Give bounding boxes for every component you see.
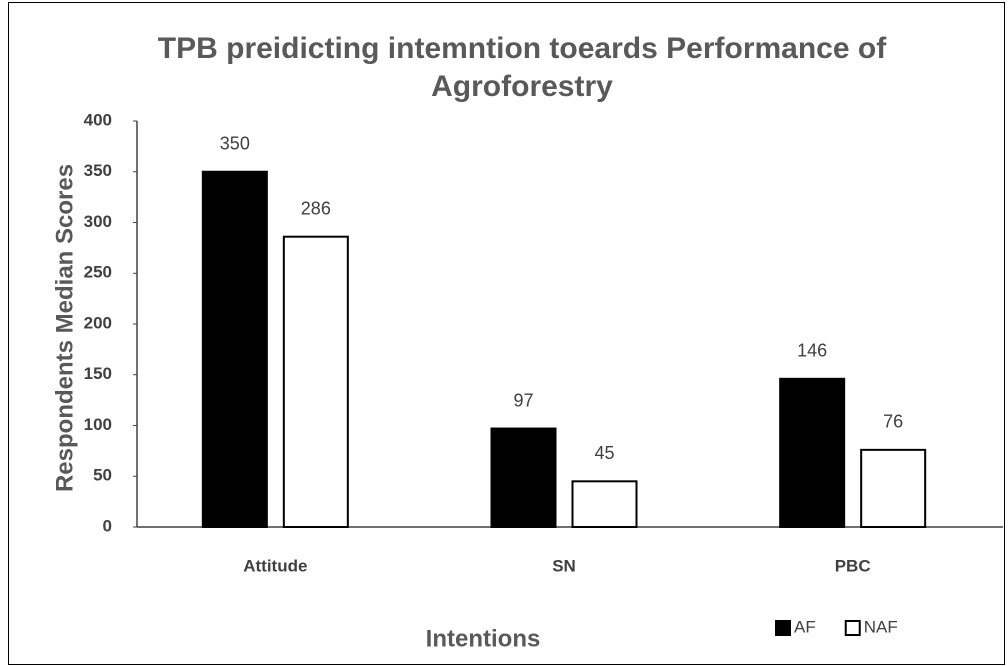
value-label: 286 [301, 198, 331, 218]
x-axis-title: Intentions [426, 625, 541, 652]
value-label: 76 [883, 412, 903, 432]
x-tick-label: Attitude [243, 556, 307, 575]
bar [779, 377, 846, 528]
y-tick-label: 400 [84, 110, 112, 129]
x-tick-label: PBC [835, 556, 871, 575]
y-tick-label: 250 [84, 263, 112, 282]
chart-title: TPB preidicting intemntion toeards Perfo… [157, 32, 887, 103]
bar [282, 235, 349, 529]
legend-label: AF [794, 617, 816, 636]
value-label: 45 [594, 443, 614, 463]
y-tick-label: 100 [84, 415, 112, 434]
bar [490, 427, 557, 529]
value-label: 350 [220, 134, 250, 154]
bar [571, 480, 638, 529]
value-label: 97 [513, 390, 533, 410]
chart-frame [8, 2, 1005, 665]
y-tick-label: 300 [84, 212, 112, 231]
legend-swatch [844, 620, 861, 636]
y-tick-label: 0 [103, 516, 112, 535]
y-tick-label: 150 [84, 364, 112, 383]
x-tick-label: SN [552, 556, 576, 575]
legend-label: NAF [864, 617, 898, 636]
value-label: 146 [797, 341, 827, 361]
y-tick-label: 50 [93, 466, 112, 485]
bar [860, 448, 927, 528]
y-tick-label: 200 [84, 313, 112, 332]
legend-swatch [775, 620, 791, 636]
y-tick-label: 350 [84, 161, 112, 180]
bar [201, 170, 268, 528]
y-axis-title: Respondents Median Scores [51, 164, 78, 492]
